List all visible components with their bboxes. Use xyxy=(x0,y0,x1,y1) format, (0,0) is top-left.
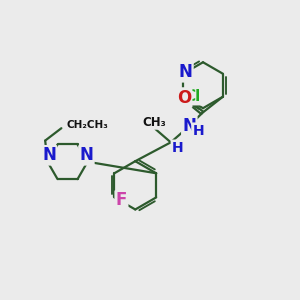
Text: H: H xyxy=(192,124,204,138)
Text: N: N xyxy=(42,146,56,164)
Text: F: F xyxy=(116,191,127,209)
Text: N: N xyxy=(182,117,196,135)
Text: CH₃: CH₃ xyxy=(142,116,166,129)
Text: N: N xyxy=(80,146,93,164)
Text: O: O xyxy=(177,88,191,106)
Text: N: N xyxy=(178,63,192,81)
Text: Cl: Cl xyxy=(184,89,201,104)
Text: H: H xyxy=(172,141,183,154)
Text: CH₂CH₃: CH₂CH₃ xyxy=(67,120,109,130)
